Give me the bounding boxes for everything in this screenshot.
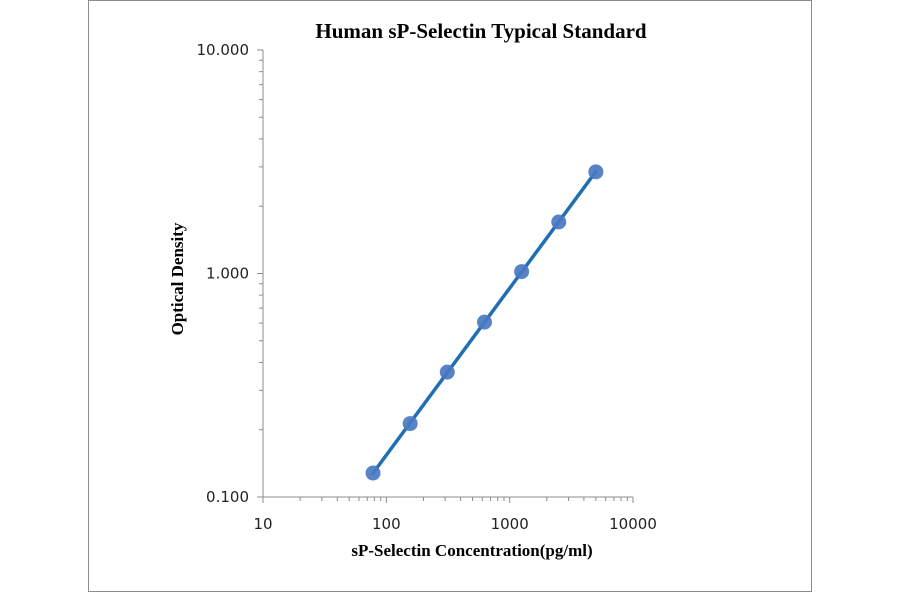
y-tick-label: 0.100 — [206, 488, 249, 506]
tick-labels: 10 100 1000 10000 0.100 1.000 10.000 — [197, 41, 657, 533]
x-tick-label: 10000 — [609, 515, 657, 533]
data-point — [365, 465, 381, 481]
y-tick-label: 10.000 — [197, 41, 250, 59]
data-point — [439, 364, 455, 380]
data-point — [588, 164, 604, 180]
data-point — [476, 314, 492, 330]
x-tick-label: 100 — [372, 515, 401, 533]
plot-area — [365, 164, 604, 481]
chart-frame — [88, 0, 812, 592]
x-tick-label: 1000 — [491, 515, 529, 533]
chart-title: Human sP-Selectin Typical Standard — [315, 19, 647, 43]
axes — [257, 49, 634, 503]
data-point — [402, 416, 418, 432]
x-axis-label: sP-Selectin Concentration(pg/ml) — [351, 541, 592, 560]
y-tick-label: 1.000 — [206, 265, 249, 283]
data-point — [514, 264, 530, 280]
y-axis-label: Optical Density — [168, 222, 187, 335]
x-tick-label: 10 — [253, 515, 272, 533]
data-point — [551, 214, 567, 230]
